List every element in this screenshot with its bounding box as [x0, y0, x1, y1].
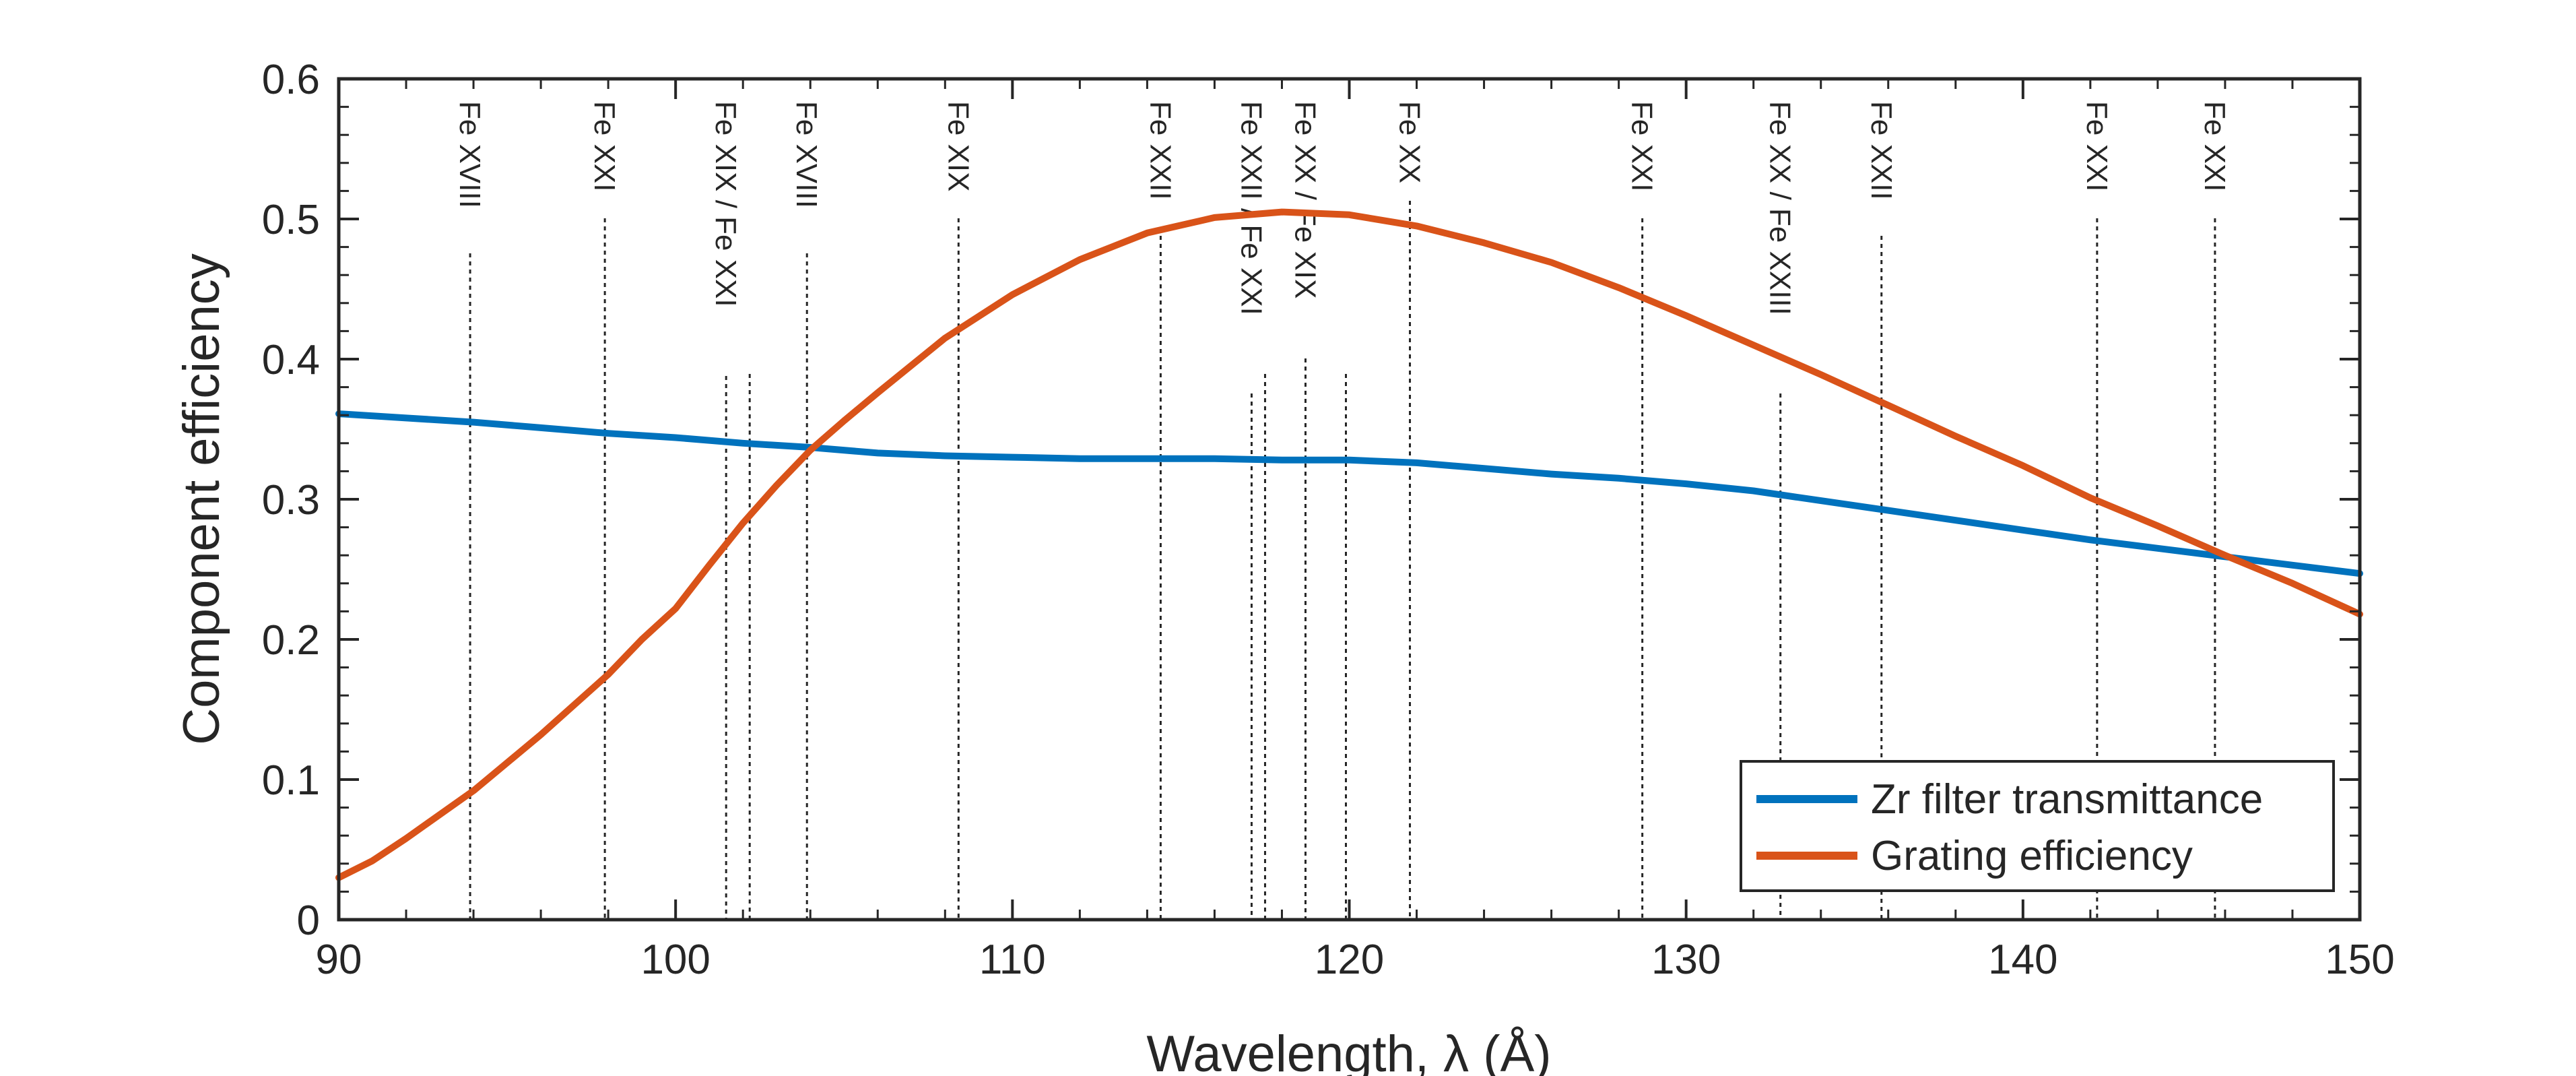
line-marker-label: Fe XVIII [790, 101, 823, 208]
y-tick-label: 0.2 [262, 617, 320, 664]
line-marker-label: Fe XXI [2080, 101, 2113, 192]
line-marker-label: Fe XXII [1144, 101, 1177, 200]
y-tick-label: 0.5 [262, 197, 320, 243]
x-tick-label: 130 [1651, 937, 1721, 983]
x-tick-label: 140 [1988, 937, 2057, 983]
x-tick-label: 100 [640, 937, 710, 983]
spectral-line-markers: Fe XVIII Fe XXI Fe XIX / Fe XXI Fe XVIII Fe … [453, 101, 2231, 920]
line-marker-label: Fe XXII [1865, 101, 1898, 200]
line-marker-label: Fe XXII / Fe XXI [1234, 101, 1267, 315]
y-tick-label: 0.4 [262, 337, 320, 383]
line-marker-label: Fe XXI [588, 101, 621, 192]
line-marker-label: Fe XXI [1626, 101, 1659, 192]
legend-label-zr-filter: Zr filter transmittance [1871, 776, 2263, 823]
y-tick-label: 0.6 [262, 57, 320, 103]
x-axis-label: Wavelength, λ (Å) [1146, 1025, 1551, 1076]
x-tick-label: 120 [1315, 937, 1384, 983]
x-tick-label: 150 [2325, 937, 2394, 983]
x-tick-label: 90 [316, 937, 362, 983]
y-tick-label: 0.1 [262, 757, 320, 804]
line-marker-label: Fe XX [1393, 101, 1426, 183]
legend-box [1740, 760, 2335, 892]
y-tick-label: 0 [297, 897, 320, 944]
legend: Zr filter transmittance Grating efficien… [1740, 760, 2335, 892]
series-line-grating [335, 208, 2363, 881]
x-tick-label: 110 [979, 937, 1046, 983]
line-marker-label: Fe XX / Fe XIX [1288, 101, 1321, 298]
line-marker-label: Fe XXI [2198, 101, 2231, 192]
line-marker-label: Fe XX / Fe XXIII [1764, 101, 1797, 315]
legend-label-grating: Grating efficiency [1871, 833, 2193, 879]
line-marker-label: Fe XIX [942, 101, 975, 192]
line-marker-label: Fe XVIII [453, 101, 486, 208]
y-tick-label: 0.3 [262, 477, 320, 524]
line-marker-label: Fe XIX / Fe XXI [709, 101, 742, 307]
plot-frame [337, 77, 2362, 922]
data-series [335, 208, 2363, 881]
y-axis-label: Component efficiency [173, 253, 230, 745]
series-line-zr-filter [335, 410, 2363, 577]
